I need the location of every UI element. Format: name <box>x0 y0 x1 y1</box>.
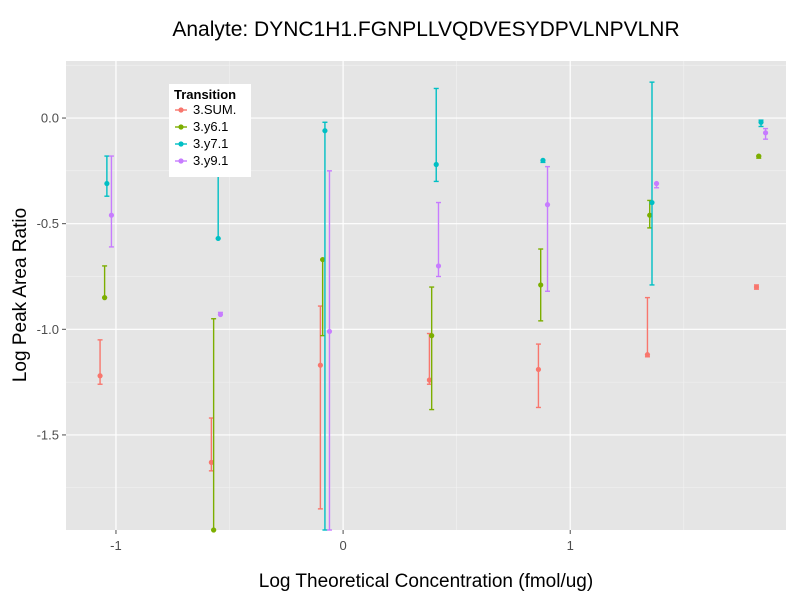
legend-key-point <box>178 158 184 164</box>
legend-key-point <box>178 141 184 147</box>
legend-label: 3.SUM. <box>193 102 236 117</box>
data-point <box>538 282 544 288</box>
legend-items: 3.SUM. 3.y6.1 3.y7.1 3.y9.1 <box>175 102 236 168</box>
data-point <box>435 263 442 269</box>
data-point <box>653 180 660 187</box>
y-tick-label: -1.0 <box>37 322 59 337</box>
x-tick-label: 0 <box>339 538 346 553</box>
legend: Transition 3.SUM. 3.y6.1 3.y7.1 3.y9.1 <box>169 84 251 177</box>
data-point <box>322 128 328 134</box>
data-point <box>104 180 110 187</box>
data-point <box>753 284 760 290</box>
series-3-y9-1 <box>108 127 769 531</box>
legend-label: 3.y9.1 <box>193 153 228 168</box>
x-tick-label: 1 <box>567 538 574 553</box>
y-tick-label: -1.5 <box>37 427 59 442</box>
grid-minor <box>66 61 786 530</box>
data-point <box>97 373 103 379</box>
data-point <box>647 212 653 218</box>
data-point <box>535 366 542 373</box>
y-axis-ticks: 0.0 -0.5 -1.0 -1.5 <box>37 111 66 442</box>
data-point <box>644 352 651 358</box>
data-point <box>433 161 439 168</box>
x-tick-label: -1 <box>110 538 122 553</box>
data-point <box>108 212 115 218</box>
series-3-y7-1 <box>104 81 764 531</box>
data-point <box>649 199 655 206</box>
data-point <box>426 377 433 383</box>
data-point <box>756 153 762 159</box>
data-point <box>544 202 551 208</box>
x-axis-ticks: -1 0 1 <box>110 530 574 553</box>
y-tick-label: 0.0 <box>41 111 59 126</box>
legend-key-point <box>178 124 184 130</box>
data-point <box>326 328 333 335</box>
series-3-y6-1 <box>102 153 762 533</box>
legend-label: 3.y6.1 <box>193 119 228 134</box>
data-point <box>762 130 769 136</box>
chart-title: Analyte: DYNC1H1.FGNPLLVQDVESYDPVLNPVLNR <box>172 18 679 41</box>
data-point <box>102 295 108 301</box>
grid-major <box>66 61 786 530</box>
data-point <box>540 157 546 163</box>
data-series <box>97 81 769 533</box>
legend-key-point <box>178 107 184 113</box>
data-point <box>217 311 224 318</box>
data-point <box>208 459 214 465</box>
y-axis-title: Log Peak Area Ratio <box>10 208 31 382</box>
data-point <box>215 235 221 242</box>
data-point <box>211 527 217 533</box>
legend-label: 3.y7.1 <box>193 136 228 151</box>
data-point <box>429 333 435 339</box>
series-3-sum- <box>97 284 760 510</box>
y-tick-label: -0.5 <box>37 216 59 231</box>
data-point <box>758 119 764 125</box>
legend-title: Transition <box>174 87 236 102</box>
data-point <box>317 362 323 368</box>
x-axis-title: Log Theoretical Concentration (fmol/ug) <box>259 571 593 592</box>
data-point <box>320 256 326 263</box>
